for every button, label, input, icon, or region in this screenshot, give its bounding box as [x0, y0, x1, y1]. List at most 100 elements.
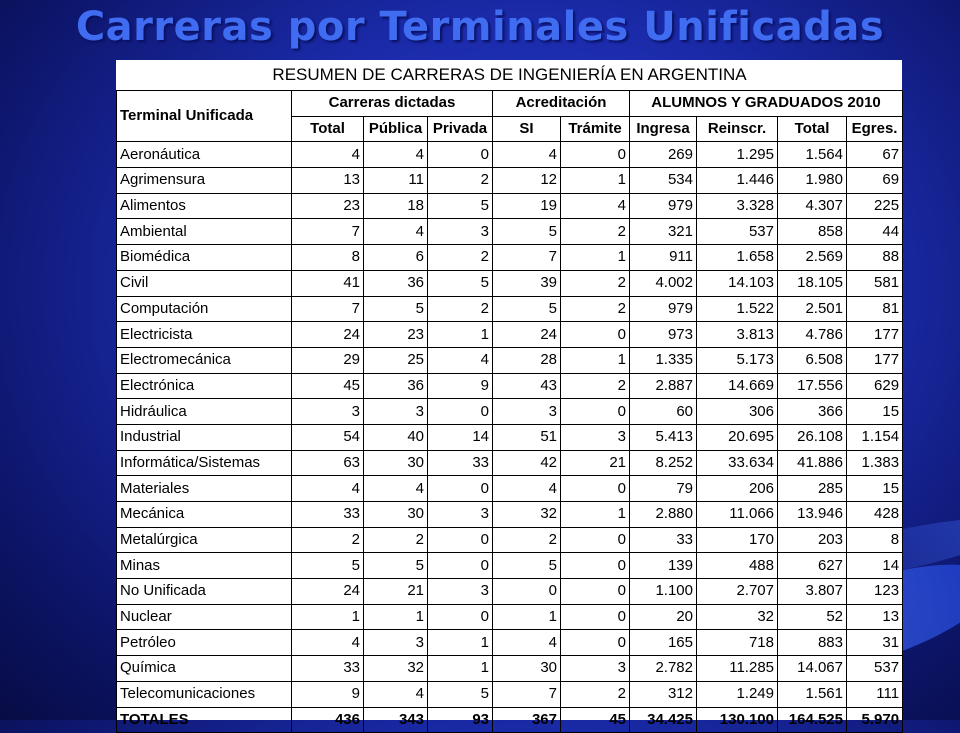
value-cell: 14.067 [777, 655, 847, 682]
value-cell: 20.695 [696, 423, 778, 451]
value-cell: 5 [363, 552, 428, 580]
table-row: No Unificada 24 21 3 0 0 1.100 2.707 3.807 123 [116, 578, 904, 605]
value-cell: 21 [363, 578, 428, 605]
value-cell: 18.105 [777, 269, 847, 297]
value-cell: 9 [427, 372, 493, 400]
value-cell: 24 [291, 578, 364, 605]
value-cell: 1 [427, 655, 493, 682]
value-cell: 2 [560, 295, 630, 323]
value-cell: 0 [560, 629, 630, 657]
value-cell: 2.782 [629, 655, 697, 682]
value-cell: 1.249 [696, 680, 778, 708]
terminal-name-cell: Electromecánica [116, 346, 292, 374]
value-cell: 3 [291, 398, 364, 425]
table-row: Metalúrgica 2 2 0 2 0 33 170 203 8 [116, 526, 904, 554]
table-row: Electromecánica 29 25 4 28 1 1.335 5.173 6.508 17… [116, 346, 904, 374]
value-cell: 1 [363, 603, 428, 631]
value-cell: 2 [291, 526, 364, 554]
value-cell: 6 [363, 244, 428, 271]
value-cell: 0 [560, 552, 630, 580]
header-group-alumnos: ALUMNOS Y GRADUADOS 2010 [628, 90, 904, 117]
value-cell: 0 [560, 578, 630, 605]
value-cell: 537 [845, 655, 904, 682]
value-cell: 5 [363, 295, 428, 323]
value-cell: 1 [492, 603, 561, 631]
value-cell: 1 [291, 603, 364, 631]
value-cell: 30 [363, 501, 428, 528]
value-cell: 177 [845, 321, 904, 348]
terminal-name-cell: Alimentos [116, 192, 292, 220]
value-cell: 7 [492, 244, 561, 271]
terminal-name-cell: Electrónica [116, 372, 292, 400]
table-row: Civil 41 36 5 39 2 4.002 14.103 18.105 581 [116, 269, 904, 297]
value-cell: 0 [560, 526, 630, 554]
value-cell: 52 [777, 603, 847, 631]
value-cell: 2 [427, 167, 493, 194]
value-cell: 5 [492, 295, 561, 323]
value-cell: 20 [629, 603, 697, 631]
value-cell: 0 [492, 578, 561, 605]
value-cell: 858 [777, 218, 847, 246]
value-cell: 1.335 [629, 346, 697, 374]
value-cell: 13 [291, 167, 364, 194]
value-cell: 33 [629, 526, 697, 554]
value-cell: 139 [629, 552, 697, 580]
value-cell: 4 [492, 475, 561, 502]
value-cell: 225 [845, 192, 904, 220]
value-cell: 428 [845, 501, 904, 528]
value-cell: 26.108 [777, 423, 847, 451]
header-group-carreras: Carreras dictadas [291, 90, 493, 117]
value-cell: 4.002 [629, 269, 697, 297]
value-cell: 25 [363, 346, 428, 374]
value-cell: 4 [363, 141, 428, 169]
value-cell: 1 [427, 629, 493, 657]
value-cell: 3.813 [696, 321, 778, 348]
value-cell: 312 [629, 680, 697, 708]
value-cell: 321 [629, 218, 697, 246]
table-row: Computación 7 5 2 5 2 979 1.522 2.501 81 [116, 295, 904, 323]
value-cell: 2.569 [777, 244, 847, 271]
value-cell: 1 [560, 346, 630, 374]
value-cell: 36 [363, 372, 428, 400]
value-cell: 54 [291, 423, 364, 451]
value-cell: 177 [845, 346, 904, 374]
table-row: Materiales 4 4 0 4 0 79 206 285 15 [116, 475, 904, 502]
value-cell: 2 [363, 526, 428, 554]
value-cell: 63 [291, 449, 364, 477]
value-cell: 534 [629, 167, 697, 194]
value-cell: 3 [427, 501, 493, 528]
value-cell: 13 [845, 603, 904, 631]
value-cell: 41.886 [777, 449, 847, 477]
value-cell: 0 [427, 552, 493, 580]
value-cell: 5 [427, 680, 493, 708]
subheader-cell: Total [777, 115, 847, 143]
value-cell: 7 [291, 218, 364, 246]
summary-table-sheet: RESUMEN DE CARRERAS DE INGENIERÍA EN ARG… [116, 60, 904, 733]
value-cell: 1 [560, 244, 630, 271]
value-cell: 4 [492, 141, 561, 169]
value-cell: 7 [492, 680, 561, 708]
value-cell: 5 [492, 218, 561, 246]
value-cell: 911 [629, 244, 697, 271]
terminal-name-cell: Química [116, 655, 292, 682]
table-body: Aeronáutica 4 4 0 4 0 269 1.295 1.564 67 Agrimensu… [116, 141, 904, 733]
value-cell: 973 [629, 321, 697, 348]
value-cell: 4 [363, 680, 428, 708]
value-cell: 23 [363, 321, 428, 348]
value-cell: 11.285 [696, 655, 778, 682]
value-cell: 0 [560, 321, 630, 348]
subheader-cell: Reinscr. [696, 115, 778, 143]
terminal-name-cell: Nuclear [116, 603, 292, 631]
value-cell: 5.173 [696, 346, 778, 374]
value-cell: 0 [560, 141, 630, 169]
value-cell: 4 [291, 629, 364, 657]
table-row: Nuclear 1 1 0 1 0 20 32 52 13 [116, 603, 904, 631]
subheader-cell: SI [492, 115, 561, 143]
value-cell: 3.807 [777, 578, 847, 605]
value-cell: 11 [363, 167, 428, 194]
terminal-name-cell: Electricista [116, 321, 292, 348]
table-row: Ambiental 7 4 3 5 2 321 537 858 44 [116, 218, 904, 246]
value-cell: 0 [427, 398, 493, 425]
terminal-name-cell: Ambiental [116, 218, 292, 246]
subheader-cell: Egres. [845, 115, 904, 143]
